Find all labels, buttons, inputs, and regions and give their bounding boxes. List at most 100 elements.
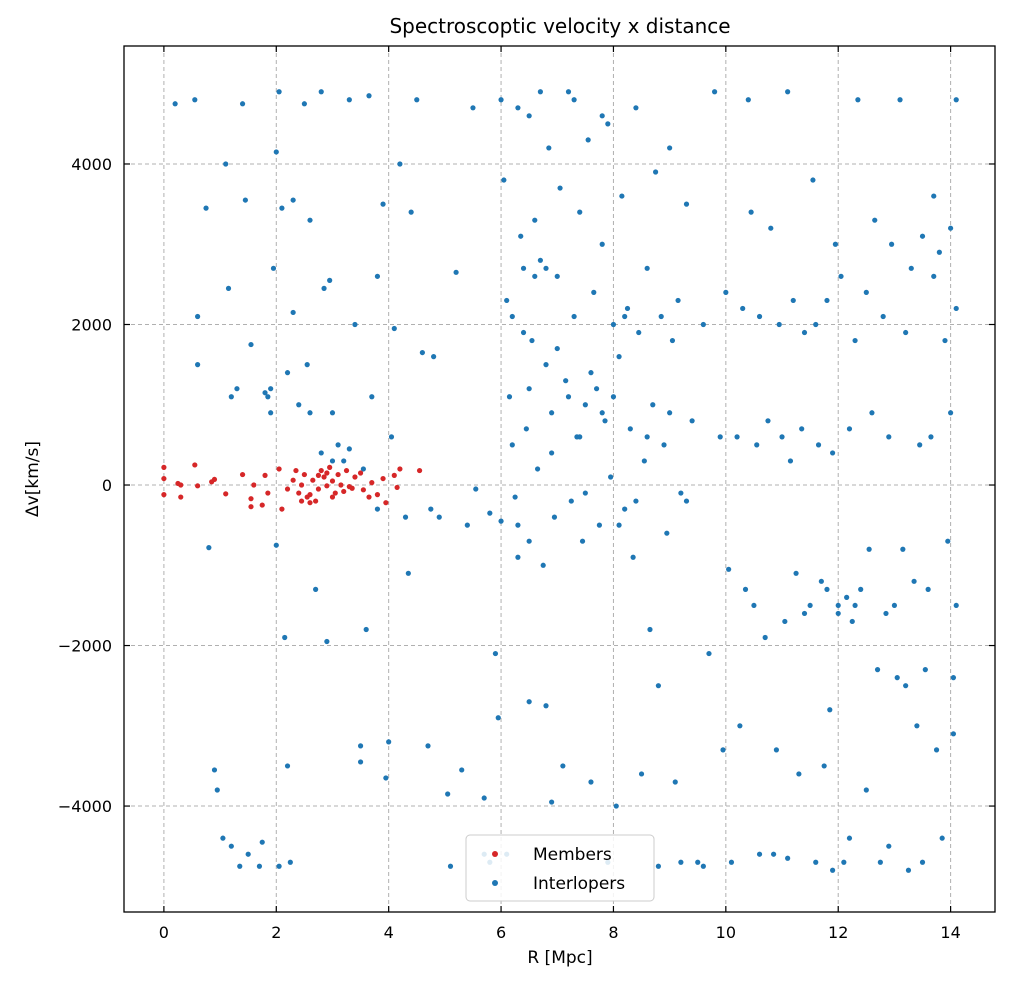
point-interlopers	[414, 97, 420, 103]
point-members	[290, 477, 296, 483]
point-interlopers	[737, 723, 743, 729]
point-interlopers	[397, 161, 403, 167]
point-interlopers	[720, 747, 726, 753]
point-interlopers	[425, 743, 431, 749]
point-interlopers	[773, 747, 780, 753]
point-interlopers	[532, 217, 538, 223]
point-interlopers	[821, 763, 827, 769]
point-interlopers	[380, 201, 386, 207]
point-members	[321, 474, 327, 480]
point-interlopers	[793, 570, 799, 576]
point-interlopers	[689, 418, 695, 424]
point-interlopers	[633, 105, 639, 111]
point-interlopers	[520, 265, 527, 271]
point-interlopers	[894, 675, 900, 681]
point-interlopers	[863, 289, 869, 295]
point-members	[335, 471, 341, 478]
point-interlopers	[948, 225, 954, 231]
point-members	[239, 471, 246, 478]
point-interlopers	[908, 265, 914, 271]
point-interlopers	[610, 321, 617, 328]
chart-title: Spectroscoptic velocity x distance	[389, 14, 730, 38]
point-members	[161, 464, 167, 470]
point-interlopers	[953, 305, 959, 312]
point-interlopers	[652, 169, 659, 175]
point-interlopers	[318, 89, 324, 95]
point-members	[324, 470, 330, 476]
point-interlopers	[751, 602, 757, 609]
grid	[124, 46, 995, 912]
point-interlopers	[841, 859, 847, 865]
legend-label-interlopers: Interlopers	[533, 874, 625, 894]
point-interlopers	[779, 434, 785, 440]
point-members	[296, 490, 302, 496]
point-interlopers	[447, 863, 454, 869]
point-interlopers	[700, 863, 706, 869]
point-interlopers	[436, 514, 442, 520]
point-interlopers	[706, 650, 712, 657]
point-interlopers	[225, 285, 232, 291]
point-interlopers	[815, 442, 822, 448]
point-interlopers	[445, 791, 451, 797]
point-interlopers	[248, 341, 254, 348]
point-interlopers	[537, 89, 543, 95]
plot-frame	[123, 45, 996, 913]
point-interlopers	[717, 434, 723, 440]
point-interlopers	[473, 486, 479, 492]
point-interlopers	[880, 313, 886, 320]
x-tick-label: 2	[271, 923, 281, 942]
point-interlopers	[667, 410, 673, 416]
point-interlopers	[203, 205, 209, 211]
point-members	[338, 482, 344, 488]
point-interlopers	[608, 474, 614, 480]
point-interlopers	[945, 538, 951, 544]
point-members	[397, 466, 403, 472]
point-interlopers	[374, 506, 381, 512]
x-tick-label: 6	[496, 923, 506, 942]
point-interlopers	[318, 450, 324, 456]
point-interlopers	[341, 458, 347, 464]
point-members	[262, 472, 268, 478]
data-points	[161, 89, 959, 873]
point-interlopers	[593, 386, 600, 392]
point-interlopers	[313, 586, 319, 592]
point-interlopers	[886, 434, 892, 440]
x-tick-label: 12	[828, 923, 848, 942]
point-interlopers	[234, 386, 240, 392]
point-interlopers	[307, 217, 313, 223]
point-interlopers	[953, 602, 959, 609]
point-interlopers	[588, 370, 594, 376]
point-interlopers	[568, 498, 574, 504]
point-interlopers	[658, 313, 664, 320]
point-interlopers	[211, 767, 218, 773]
point-members	[310, 477, 316, 483]
legend-marker-members	[492, 851, 498, 857]
point-interlopers	[504, 297, 510, 304]
point-interlopers	[512, 494, 518, 500]
point-interlopers	[262, 390, 268, 396]
point-interlopers	[265, 394, 271, 400]
point-interlopers	[756, 313, 763, 320]
point-members	[327, 464, 333, 470]
point-interlopers	[669, 337, 676, 344]
point-interlopers	[324, 638, 330, 645]
point-interlopers	[282, 634, 288, 641]
point-interlopers	[453, 269, 459, 275]
y-tick-label: 4000	[71, 155, 112, 174]
point-interlopers	[599, 410, 605, 416]
point-interlopers	[624, 305, 631, 312]
point-interlopers	[678, 490, 684, 496]
point-interlopers	[543, 703, 549, 709]
point-members	[259, 502, 265, 508]
point-interlopers	[245, 851, 251, 857]
point-interlopers	[363, 626, 369, 633]
point-members	[178, 482, 184, 488]
point-interlopers	[279, 205, 285, 211]
point-members	[195, 483, 201, 489]
point-interlopers	[276, 863, 282, 869]
point-members	[349, 485, 355, 491]
point-members	[315, 472, 322, 478]
point-members	[293, 467, 299, 474]
y-tick-label: −4000	[58, 797, 112, 816]
point-interlopers	[242, 197, 248, 203]
